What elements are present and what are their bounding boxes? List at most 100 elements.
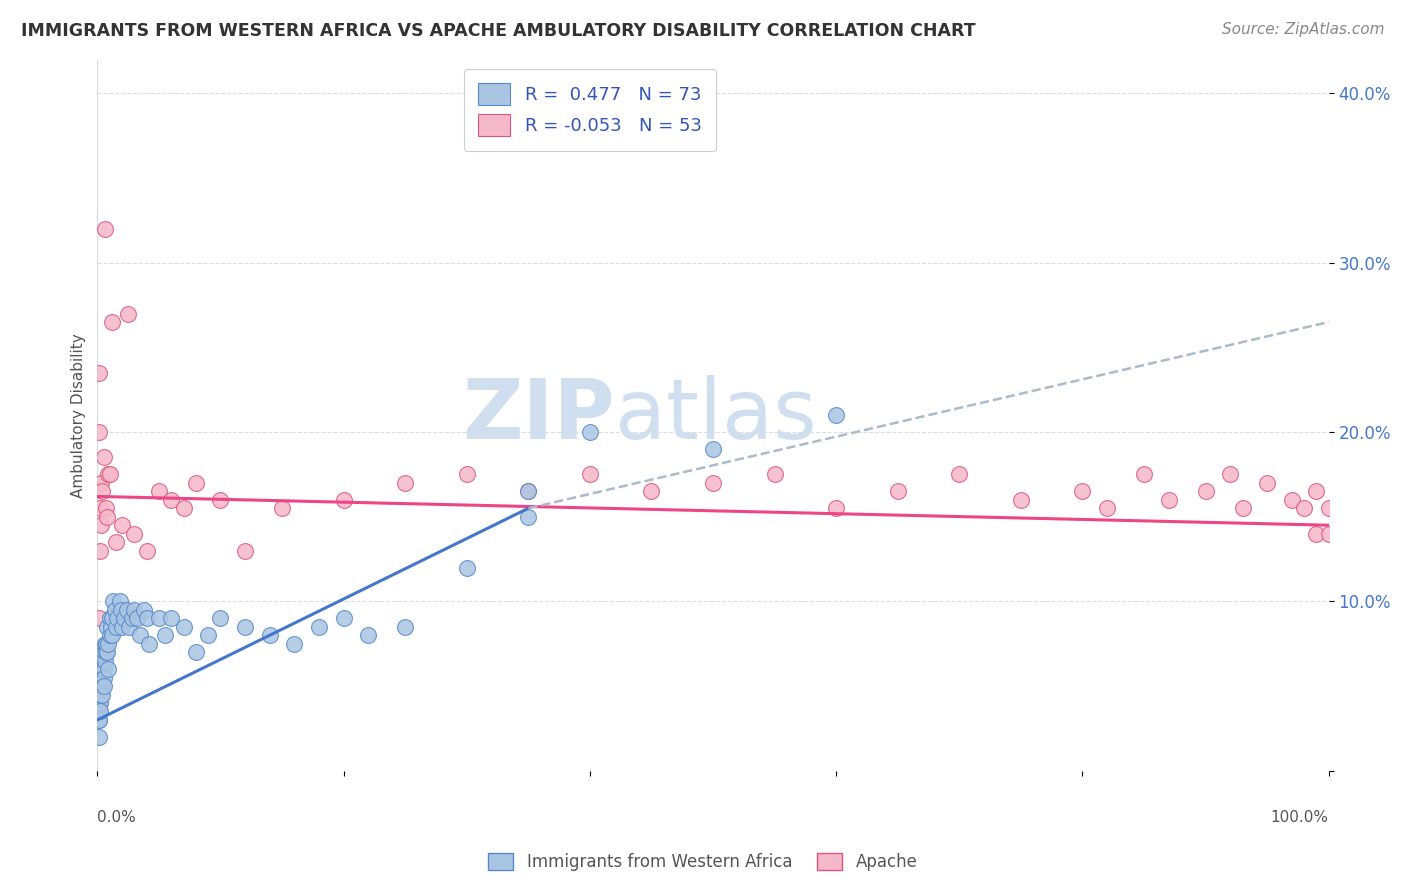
Point <box>114 611 136 625</box>
Point <box>135 543 157 558</box>
Point <box>105 611 128 625</box>
Point <box>160 611 183 625</box>
Point <box>87 611 110 625</box>
Point <box>1194 484 1216 499</box>
Point <box>332 492 354 507</box>
Point <box>87 713 110 727</box>
Point <box>94 501 117 516</box>
Point <box>90 688 112 702</box>
Point <box>100 620 122 634</box>
Point <box>93 671 115 685</box>
Point <box>89 543 111 558</box>
Point <box>97 637 120 651</box>
Point <box>283 637 305 651</box>
Point <box>357 628 380 642</box>
Point <box>271 501 294 516</box>
Point <box>87 366 110 380</box>
Text: 100.0%: 100.0% <box>1271 810 1329 825</box>
Text: Source: ZipAtlas.com: Source: ZipAtlas.com <box>1222 22 1385 37</box>
Point <box>90 679 112 693</box>
Point <box>101 611 124 625</box>
Point <box>1232 501 1254 516</box>
Point <box>104 620 127 634</box>
Point <box>94 637 117 651</box>
Point <box>87 688 110 702</box>
Point <box>111 620 134 634</box>
Point <box>89 688 111 702</box>
Point <box>308 620 330 634</box>
Point <box>89 671 111 685</box>
Point <box>1294 501 1316 516</box>
Point <box>1305 526 1327 541</box>
Point <box>96 620 118 634</box>
Point <box>702 442 724 456</box>
Point <box>148 611 170 625</box>
Point <box>93 450 115 465</box>
Point <box>702 475 724 490</box>
Point <box>87 713 110 727</box>
Point <box>153 628 176 642</box>
Point <box>233 620 256 634</box>
Point <box>1305 484 1327 499</box>
Text: IMMIGRANTS FROM WESTERN AFRICA VS APACHE AMBULATORY DISABILITY CORRELATION CHART: IMMIGRANTS FROM WESTERN AFRICA VS APACHE… <box>21 22 976 40</box>
Point <box>233 543 256 558</box>
Point <box>97 467 120 482</box>
Point <box>115 603 138 617</box>
Point <box>456 467 478 482</box>
Point <box>394 475 416 490</box>
Point <box>91 679 114 693</box>
Point <box>118 620 141 634</box>
Text: atlas: atlas <box>614 375 817 456</box>
Point <box>91 688 114 702</box>
Point <box>87 696 110 710</box>
Point <box>93 662 115 676</box>
Text: 0.0%: 0.0% <box>97 810 136 825</box>
Point <box>91 484 114 499</box>
Point <box>394 620 416 634</box>
Point <box>763 467 786 482</box>
Point <box>93 645 115 659</box>
Point <box>825 408 848 422</box>
Legend: Immigrants from Western Africa, Apache: Immigrants from Western Africa, Apache <box>479 845 927 880</box>
Point <box>90 662 112 676</box>
Point <box>160 492 183 507</box>
Point <box>129 628 152 642</box>
Point <box>101 315 124 329</box>
Point <box>103 594 125 608</box>
Point <box>89 679 111 693</box>
Point <box>111 518 134 533</box>
Point <box>98 611 121 625</box>
Point <box>108 594 131 608</box>
Point <box>148 484 170 499</box>
Point <box>96 645 118 659</box>
Point <box>134 603 156 617</box>
Point <box>98 628 121 642</box>
Point <box>87 730 110 744</box>
Point <box>90 671 112 685</box>
Point <box>332 611 354 625</box>
Point <box>173 501 195 516</box>
Point <box>93 222 115 236</box>
Point <box>93 637 115 651</box>
Point <box>1157 492 1180 507</box>
Point <box>948 467 970 482</box>
Point <box>887 484 910 499</box>
Point <box>89 696 111 710</box>
Point <box>209 492 232 507</box>
Point <box>1281 492 1303 507</box>
Point <box>184 645 207 659</box>
Point <box>87 425 110 439</box>
Point <box>124 603 146 617</box>
Point <box>101 628 124 642</box>
Point <box>184 475 207 490</box>
Point <box>1133 467 1156 482</box>
Point <box>87 696 110 710</box>
Point <box>90 475 112 490</box>
Point <box>110 603 132 617</box>
Point <box>138 637 160 651</box>
Point <box>91 662 114 676</box>
Y-axis label: Ambulatory Disability: Ambulatory Disability <box>72 333 86 498</box>
Point <box>124 526 146 541</box>
Point <box>1317 526 1340 541</box>
Point <box>93 679 115 693</box>
